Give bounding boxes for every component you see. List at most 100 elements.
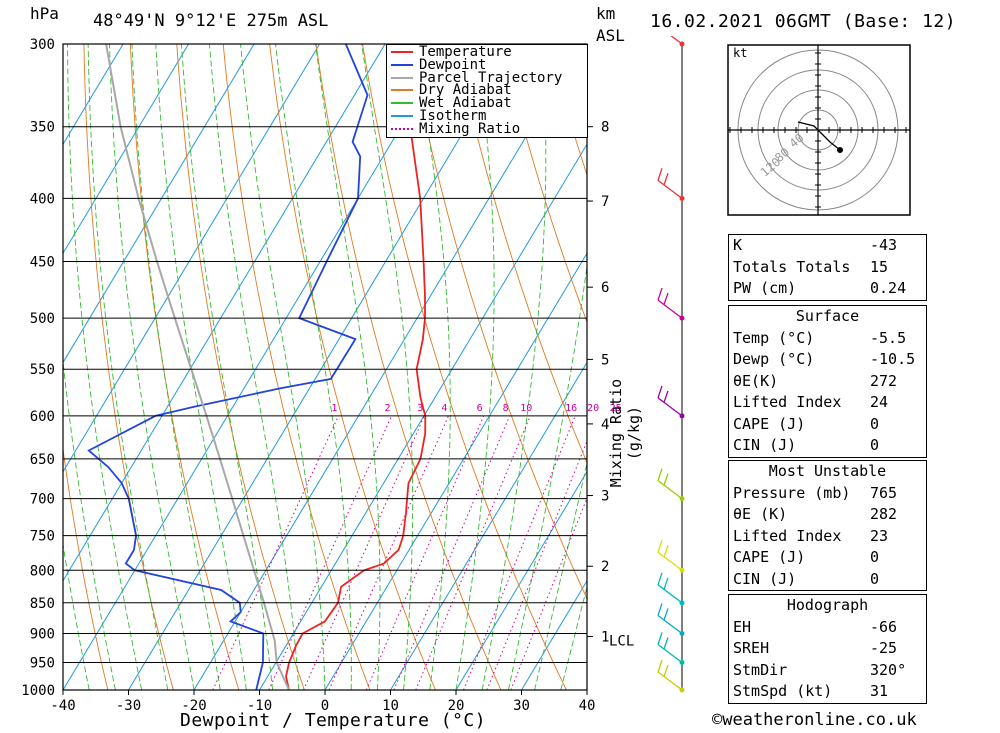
legend-swatch: [391, 127, 413, 130]
table-row: PW (cm) 0.24: [729, 278, 927, 300]
index-value: 765: [870, 483, 898, 502]
pressure-tick-label: 1000: [21, 683, 55, 699]
legend-item: Dewpoint: [391, 58, 486, 72]
isotherm-line: [63, 44, 190, 255]
wind-barb-flag: [657, 572, 663, 586]
index-value: 23: [870, 526, 889, 545]
km-tick-label: 8: [601, 120, 609, 136]
wind-barb-flag: [657, 540, 663, 553]
general-indices-table: K -43 Totals Totals 15 PW (cm) 0.24: [728, 234, 927, 301]
table-row: CIN (J) 0: [729, 569, 927, 591]
pressure-tick-label: 650: [30, 452, 55, 468]
dry-adiabat-line: [501, 44, 587, 324]
mixing-ratio-line: [415, 415, 531, 690]
mixing-ratio-label: 6: [477, 403, 483, 414]
pressure-tick-label: 500: [30, 311, 55, 327]
wet-adiabat-line: [131, 44, 221, 690]
table-row: StmDir 320°: [729, 660, 927, 682]
isotherm-line: [193, 44, 583, 690]
table-title: Hodograph: [786, 596, 869, 614]
pressure-tick-label: 400: [30, 191, 55, 207]
legend-item: Isotherm: [391, 108, 487, 124]
table-title: Surface: [795, 307, 860, 325]
legend-label: Temperature: [419, 44, 512, 60]
pressure-tick-label: 750: [30, 529, 55, 545]
isotherm-line: [63, 44, 452, 690]
table-row: CAPE (J) 0: [729, 547, 927, 569]
wet-adiabat-line: [361, 44, 414, 690]
x-tick-label: -10: [247, 698, 272, 714]
wind-barb-shaft: [657, 480, 683, 500]
index-label: CIN (J): [733, 569, 797, 588]
wind-barb-shaft: [657, 551, 683, 571]
index-label: Pressure (mb): [733, 483, 851, 502]
pressure-tick-label: 950: [30, 655, 55, 671]
x-tick-label: 10: [382, 698, 399, 714]
dry-adiabat-line: [83, 44, 174, 690]
index-label: CIN (J): [733, 436, 797, 454]
wind-barb-flag: [657, 632, 663, 645]
index-value: 15: [870, 257, 889, 276]
km-tick-label: 5: [601, 352, 609, 368]
wet-adiabat-line: [275, 44, 352, 690]
km-tick-label: 2: [601, 559, 609, 575]
credit-text[interactable]: ©weatheronline.co.uk: [712, 710, 917, 730]
index-value: -66: [870, 617, 898, 636]
wind-barb-flag: [657, 659, 663, 673]
mixing-ratio-label: 4: [441, 403, 447, 414]
km-tick-label: 6: [601, 280, 609, 296]
index-value: 320°: [870, 660, 907, 679]
wind-barbs-column: [657, 36, 685, 693]
wet-adiabat-line: [455, 44, 495, 690]
legend-item: Mixing Ratio: [391, 122, 520, 136]
table-row: Lifted Index 23: [729, 526, 927, 548]
index-label: PW (cm): [733, 279, 797, 297]
pressure-tick-label: 300: [30, 37, 55, 53]
index-label: SREH: [733, 639, 770, 657]
index-label: StmSpd (kt): [733, 682, 833, 700]
isotherm-line: [63, 44, 321, 473]
wet-adiabat-line: [87, 44, 169, 690]
index-label: CAPE (J): [733, 548, 806, 566]
wind-barb-flag: [657, 385, 663, 399]
legend-label: Parcel Trajectory: [419, 69, 563, 86]
hodograph-trace: [797, 121, 841, 151]
header-height-unit-asl: ASL: [596, 26, 625, 45]
mixing-ratio-line: [328, 415, 449, 690]
table-row: θE(K) 272: [729, 371, 927, 393]
header-pressure-unit: hPa: [30, 4, 59, 23]
mixing-ratio-label: 10: [520, 403, 532, 414]
isotherm-line: [259, 143, 587, 690]
index-label: Temp (°C): [733, 328, 815, 347]
legend-swatch: [391, 51, 413, 53]
legend-item: Wet Adiabat: [391, 95, 512, 112]
dry-adiabat-line: [362, 44, 567, 690]
index-value: 0: [870, 436, 880, 454]
mixing-ratio-label: 20: [587, 403, 599, 414]
index-value: 24: [870, 393, 889, 411]
pressure-tick-label: 600: [30, 409, 55, 425]
table-row: θE (K) 282: [729, 504, 927, 526]
mixing-ratio-label: 3: [417, 403, 423, 414]
legend-label: Wet Adiabat: [419, 95, 512, 112]
wind-barb-shaft: [657, 299, 683, 319]
dry-adiabat-line: [222, 44, 371, 690]
wind-barb-flag: [663, 292, 669, 305]
wind-barb-flag: [657, 603, 663, 616]
index-label: StmDir: [733, 660, 788, 679]
hodograph-storm-point: [837, 147, 843, 153]
wet-adiabat-line: [181, 44, 274, 690]
legend-swatch: [391, 63, 413, 66]
mixing-ratio-axis-label: Mixing Ratio (g/kg): [607, 378, 643, 488]
header-height-unit: km: [596, 4, 616, 23]
wet-adiabat-line: [315, 44, 381, 690]
x-tick-label: 40: [579, 698, 596, 714]
x-tick-label: 20: [448, 698, 465, 714]
index-value: 0: [870, 569, 880, 588]
most-unstable-table: Most Unstable Pressure (mb) 765 θE (K) 282 Li…: [728, 460, 927, 591]
x-tick-label: -40: [50, 698, 75, 714]
wind-barb-flag: [657, 168, 663, 181]
mixing-ratio-label: 2: [384, 403, 390, 414]
legend-label: Isotherm: [419, 108, 487, 124]
